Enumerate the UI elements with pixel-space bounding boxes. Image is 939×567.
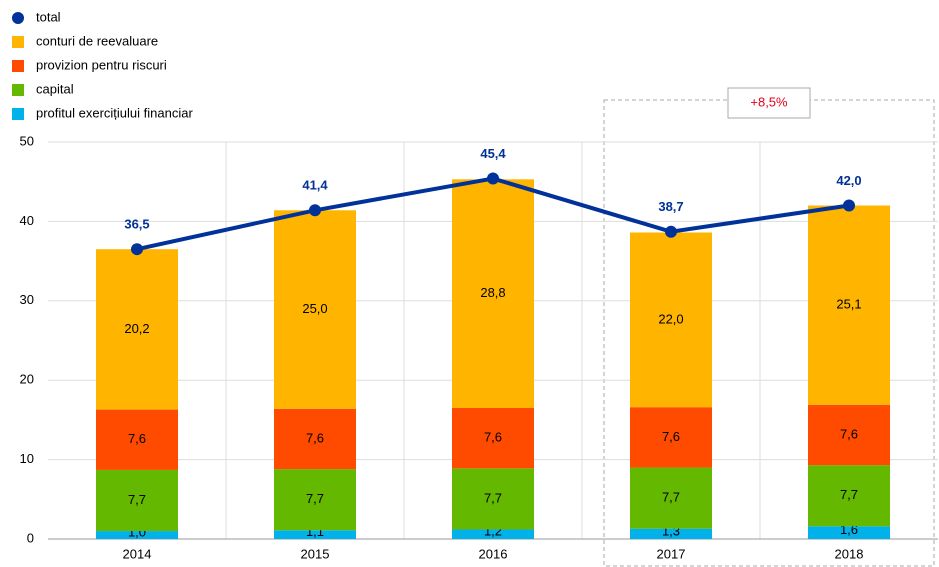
segment-label: 7,7 (306, 491, 324, 506)
legend-label: conturi de reevaluare (36, 33, 158, 48)
segment-label: 7,6 (128, 431, 146, 446)
legend-label: capital (36, 81, 74, 96)
segment-label: 7,6 (484, 430, 502, 445)
total-label: 42,0 (836, 173, 861, 188)
total-point (665, 225, 677, 238)
bar-segment (274, 210, 356, 409)
y-tick-label: 20 (20, 372, 34, 387)
segment-label: 25,1 (836, 297, 861, 312)
segment-label: 20,2 (124, 321, 149, 336)
bar-segment (274, 469, 356, 531)
y-tick-label: 10 (20, 451, 34, 466)
bar-segment (96, 409, 178, 470)
bar-segment (630, 232, 712, 408)
total-point (309, 204, 321, 217)
bar-segment (630, 467, 712, 529)
x-tick-label: 2018 (835, 546, 864, 561)
x-tick-label: 2014 (123, 546, 152, 561)
segment-label: 25,0 (302, 301, 327, 316)
legend-marker (12, 108, 24, 120)
total-label: 45,4 (480, 146, 506, 161)
x-tick-label: 2015 (301, 546, 330, 561)
bar-segment (808, 205, 890, 405)
legend-label: total (36, 9, 61, 24)
legend-marker (12, 60, 24, 72)
segment-label: 7,6 (306, 430, 324, 445)
total-label: 38,7 (658, 199, 683, 214)
bar-segment (96, 469, 178, 532)
bar-segment (452, 179, 534, 408)
total-point (487, 172, 499, 185)
segment-label: 7,7 (662, 490, 680, 505)
segment-label: 7,7 (484, 490, 502, 505)
total-point (131, 243, 143, 256)
legend-marker (12, 84, 24, 96)
bar-segment (452, 529, 534, 539)
bar-segment (96, 249, 178, 410)
bar-segment (630, 407, 712, 468)
y-tick-label: 0 (27, 530, 34, 545)
legend-label: profitul exercițiului financiar (36, 105, 193, 120)
y-tick-label: 40 (20, 213, 34, 228)
bar-segment (96, 531, 178, 539)
bar-segment (808, 526, 890, 539)
annotation: +8,5% (750, 94, 788, 109)
segment-label: 7,6 (840, 426, 858, 441)
bar-segment (808, 404, 890, 466)
bar-segment (274, 408, 356, 470)
y-tick-label: 50 (20, 133, 34, 148)
segment-label: 28,8 (480, 285, 505, 300)
bar-segment (808, 465, 890, 527)
segment-label: 7,6 (662, 429, 680, 444)
total-point (843, 199, 855, 212)
total-label: 36,5 (124, 217, 149, 232)
x-tick-label: 2016 (479, 546, 508, 561)
annotation-box (727, 87, 811, 119)
bar-segment (452, 468, 534, 530)
segment-label: 7,7 (840, 487, 858, 502)
legend-label: provizion pentru riscuri (36, 57, 167, 72)
segment-label: 7,7 (128, 492, 146, 507)
bar-segment (630, 528, 712, 539)
bar-segment (274, 530, 356, 539)
y-tick-label: 30 (20, 292, 34, 307)
segment-label: 22,0 (658, 311, 683, 326)
legend-marker (12, 12, 24, 24)
legend-marker (12, 36, 24, 48)
bar-segment (452, 407, 534, 469)
total-label: 41,4 (302, 178, 328, 193)
x-tick-label: 2017 (657, 546, 686, 561)
